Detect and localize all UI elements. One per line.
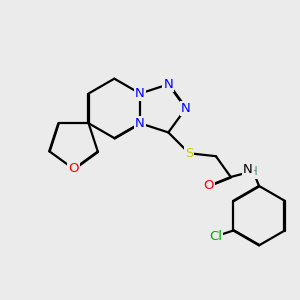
Text: N: N xyxy=(181,102,191,115)
Text: H: H xyxy=(249,165,257,178)
Text: S: S xyxy=(185,147,193,160)
Text: O: O xyxy=(203,179,214,192)
Text: Cl: Cl xyxy=(209,230,222,243)
Text: N: N xyxy=(135,87,145,100)
Text: N: N xyxy=(243,163,253,176)
Text: N: N xyxy=(164,78,173,91)
Text: N: N xyxy=(135,117,145,130)
Text: O: O xyxy=(68,163,79,176)
